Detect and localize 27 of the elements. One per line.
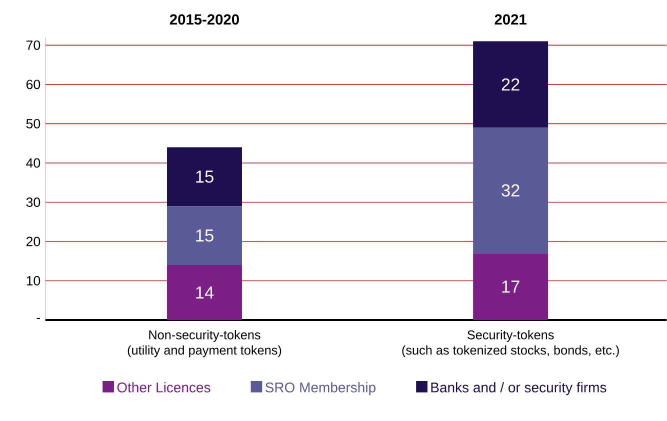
legend-label: Banks and / or security firms [431, 382, 606, 396]
bar [167, 206, 242, 266]
data-label: 14 [196, 286, 214, 298]
text: 2021 [494, 14, 526, 25]
x-tick-label: Non-security-tokens (utility and payment tokens) [128, 330, 282, 358]
bar [473, 253, 548, 320]
legend-label: Other Licences [117, 382, 210, 392]
y-tick-label: 70 [26, 40, 40, 50]
data-label: 15 [196, 170, 214, 183]
y-tick-label: 40 [26, 158, 40, 168]
data-label: 17 [502, 280, 520, 293]
legend-label: SRO Membership [265, 382, 376, 396]
y-tick-label: - [36, 318, 40, 319]
bar [167, 147, 242, 206]
y-tick-label: 30 [26, 198, 40, 207]
y-tick-label: 60 [26, 80, 40, 90]
data-label: 22 [502, 78, 520, 90]
bar [473, 128, 548, 254]
text: 2015-2020 [170, 14, 239, 25]
bar [167, 265, 242, 320]
x-tick-label: Security-tokens (such as tokenized stocks, bonds, etc.) [402, 330, 619, 358]
y-tick-label: 20 [26, 236, 40, 246]
y-tick-label: 10 [26, 276, 40, 286]
data-label: 15 [196, 230, 214, 242]
y-tick-label: 50 [26, 118, 40, 128]
bar [473, 41, 548, 128]
data-label: 32 [502, 184, 520, 197]
